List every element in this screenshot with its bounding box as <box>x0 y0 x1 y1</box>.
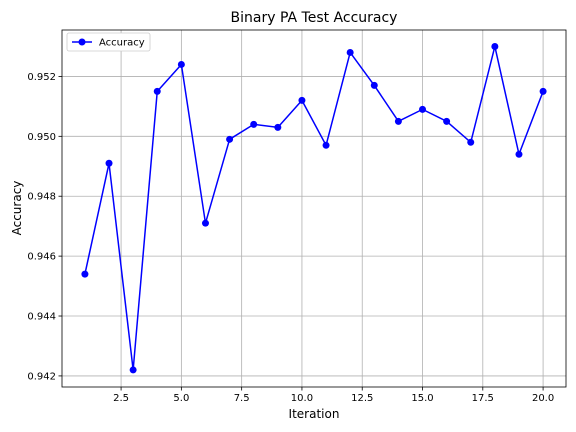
chart-title: Binary PA Test Accuracy <box>231 10 398 26</box>
data-point <box>81 270 89 278</box>
data-point <box>153 87 161 95</box>
x-tick-label: 15.0 <box>411 393 433 404</box>
y-tick-label: 0.952 <box>27 72 56 83</box>
x-tick-label: 2.5 <box>113 393 129 404</box>
data-point <box>443 117 451 125</box>
data-point <box>419 105 427 113</box>
data-point <box>322 141 330 149</box>
data-point <box>274 123 282 131</box>
y-tick-label: 0.944 <box>27 312 56 323</box>
x-tick-label: 17.5 <box>472 393 494 404</box>
series-line <box>84 45 544 371</box>
y-axis-label: Accuracy <box>10 181 24 236</box>
y-tick-label: 0.942 <box>27 371 56 382</box>
series-layer <box>81 42 547 374</box>
data-point <box>467 138 475 146</box>
data-point <box>346 48 354 56</box>
data-point <box>250 120 258 128</box>
x-tick-label: 12.5 <box>351 393 373 404</box>
plot-background <box>62 30 566 387</box>
plot-frame <box>61 29 567 388</box>
legend-box <box>66 32 151 52</box>
legend: Accuracy <box>66 32 151 52</box>
grid-lines <box>62 30 566 387</box>
data-point <box>129 366 137 374</box>
x-axis-ticks: 2.5 5.0 7.5 10.0 12.5 15.0 17.5 20.0 <box>113 387 554 404</box>
data-point <box>298 96 306 104</box>
data-point <box>394 117 402 125</box>
data-point <box>226 135 234 143</box>
data-point <box>539 87 547 95</box>
x-tick-label: 5.0 <box>173 393 189 404</box>
y-axis-ticks: 0.942 0.944 0.946 0.948 0.950 0.952 <box>27 72 62 382</box>
legend-marker-swatch <box>78 38 86 46</box>
data-point <box>177 60 185 68</box>
data-point <box>515 150 523 158</box>
data-point <box>370 81 378 89</box>
y-tick-label: 0.950 <box>27 132 56 143</box>
x-axis-label: Iteration <box>289 407 340 421</box>
data-point <box>491 42 499 50</box>
y-tick-label: 0.946 <box>27 252 56 263</box>
x-tick-label: 20.0 <box>532 393 554 404</box>
legend-label: Accuracy <box>99 38 145 49</box>
data-point <box>201 219 209 227</box>
x-tick-label: 7.5 <box>234 393 250 404</box>
y-tick-label: 0.948 <box>27 192 56 203</box>
data-point <box>105 159 113 167</box>
x-tick-label: 10.0 <box>291 393 313 404</box>
